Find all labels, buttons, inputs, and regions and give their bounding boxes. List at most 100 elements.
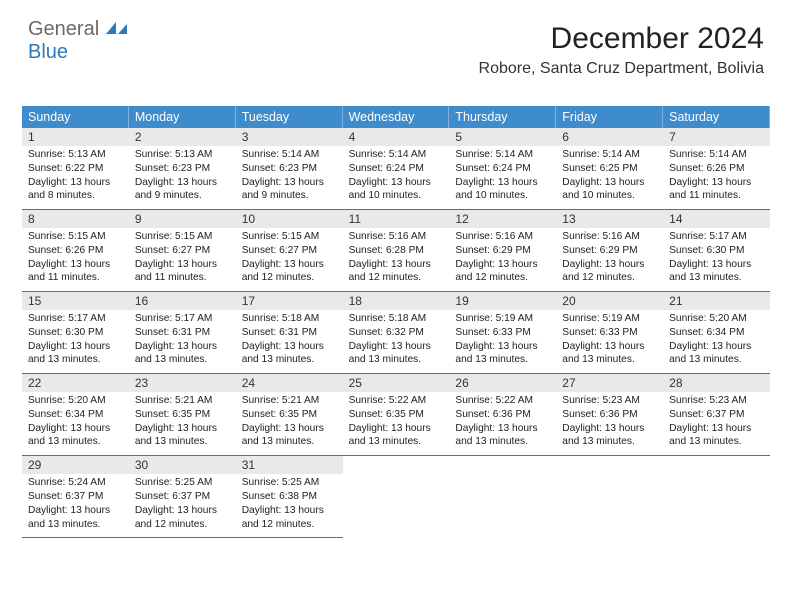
day-info: Sunrise: 5:19 AMSunset: 6:33 PMDaylight:… (449, 312, 556, 367)
day-label: Tuesday (236, 106, 343, 128)
day-info: Sunrise: 5:14 AMSunset: 6:23 PMDaylight:… (236, 148, 343, 203)
calendar-cell: 22Sunrise: 5:20 AMSunset: 6:34 PMDayligh… (22, 374, 129, 456)
calendar-cell: 17Sunrise: 5:18 AMSunset: 6:31 PMDayligh… (236, 292, 343, 374)
logo-text: General Blue (28, 18, 128, 64)
calendar-cell: 29 Sunrise: 5:24 AMSunset: 6:37 PMDayligh… (22, 456, 129, 538)
day-info: Sunrise: 5:16 AMSunset: 6:28 PMDaylight:… (343, 230, 450, 285)
day-number: 27 (556, 374, 663, 392)
day-number: 24 (236, 374, 343, 392)
day-number: 15 (22, 292, 129, 310)
day-number: 21 (663, 292, 770, 310)
calendar-cell: 24Sunrise: 5:21 AMSunset: 6:35 PMDayligh… (236, 374, 343, 456)
calendar-cell: 21Sunrise: 5:20 AMSunset: 6:34 PMDayligh… (663, 292, 770, 374)
day-label: Wednesday (343, 106, 450, 128)
day-info: Sunrise: 5:25 AMSunset: 6:38 PMDaylight:… (236, 476, 343, 531)
day-number: 13 (556, 210, 663, 228)
day-info: Sunrise: 5:14 AMSunset: 6:26 PMDaylight:… (663, 148, 770, 203)
logo: General Blue (28, 18, 128, 64)
calendar-cell: 16 Sunrise: 5:17 AMSunset: 6:31 PMDayligh… (129, 292, 236, 374)
title-block: December 2024 Robore, Santa Cruz Departm… (479, 22, 764, 78)
day-number: 28 (663, 374, 770, 392)
calendar-cell: 14 Sunrise: 5:17 AMSunset: 6:30 PMDayligh… (663, 210, 770, 292)
calendar-cell: 27 Sunrise: 5:23 AMSunset: 6:36 PMDayligh… (556, 374, 663, 456)
day-info: Sunrise: 5:15 AMSunset: 6:27 PMDaylight:… (236, 230, 343, 285)
calendar-cell (556, 456, 663, 538)
day-info: Sunrise: 5:18 AMSunset: 6:32 PMDaylight:… (343, 312, 450, 367)
day-info: Sunrise: 5:25 AMSunset: 6:37 PMDaylight:… (129, 476, 236, 531)
calendar-cell: 28 Sunrise: 5:23 AMSunset: 6:37 PMDayligh… (663, 374, 770, 456)
calendar-cell: 12 Sunrise: 5:16 AMSunset: 6:29 PMDayligh… (449, 210, 556, 292)
day-info: Sunrise: 5:16 AMSunset: 6:29 PMDaylight:… (556, 230, 663, 285)
day-label: Friday (556, 106, 663, 128)
day-number: 5 (449, 128, 556, 146)
calendar-cell (449, 456, 556, 538)
day-number: 7 (663, 128, 770, 146)
day-number: 1 (22, 128, 129, 146)
calendar-cell (663, 456, 770, 538)
day-info: Sunrise: 5:21 AMSunset: 6:35 PMDaylight:… (129, 394, 236, 449)
calendar-cell: 18 Sunrise: 5:18 AMSunset: 6:32 PMDayligh… (343, 292, 450, 374)
calendar-cell: 7 Sunrise: 5:14 AMSunset: 6:26 PMDaylight… (663, 128, 770, 210)
day-number: 22 (22, 374, 129, 392)
day-info: Sunrise: 5:16 AMSunset: 6:29 PMDaylight:… (449, 230, 556, 285)
day-info: Sunrise: 5:19 AMSunset: 6:33 PMDaylight:… (556, 312, 663, 367)
day-number: 4 (343, 128, 450, 146)
calendar-cell: 2 Sunrise: 5:13 AMSunset: 6:23 PMDaylight… (129, 128, 236, 210)
day-number: 23 (129, 374, 236, 392)
day-number: 12 (449, 210, 556, 228)
calendar-cell: 5 Sunrise: 5:14 AMSunset: 6:24 PMDaylight… (449, 128, 556, 210)
logo-sail-icon (106, 21, 128, 35)
calendar-cell: 4 Sunrise: 5:14 AMSunset: 6:24 PMDaylight… (343, 128, 450, 210)
day-number: 26 (449, 374, 556, 392)
calendar-cell: 6 Sunrise: 5:14 AMSunset: 6:25 PMDaylight… (556, 128, 663, 210)
day-number: 8 (22, 210, 129, 228)
day-number: 30 (129, 456, 236, 474)
day-label: Monday (129, 106, 236, 128)
day-number: 14 (663, 210, 770, 228)
calendar-cell: 30 Sunrise: 5:25 AMSunset: 6:37 PMDayligh… (129, 456, 236, 538)
calendar-cell: 26 Sunrise: 5:22 AMSunset: 6:36 PMDayligh… (449, 374, 556, 456)
day-info: Sunrise: 5:17 AMSunset: 6:31 PMDaylight:… (129, 312, 236, 367)
day-info: Sunrise: 5:14 AMSunset: 6:24 PMDaylight:… (343, 148, 450, 203)
page-title: December 2024 (479, 22, 764, 56)
day-info: Sunrise: 5:15 AMSunset: 6:27 PMDaylight:… (129, 230, 236, 285)
calendar-cell: 20Sunrise: 5:19 AMSunset: 6:33 PMDayligh… (556, 292, 663, 374)
calendar-cell: 13 Sunrise: 5:16 AMSunset: 6:29 PMDayligh… (556, 210, 663, 292)
day-info: Sunrise: 5:14 AMSunset: 6:24 PMDaylight:… (449, 148, 556, 203)
day-info: Sunrise: 5:24 AMSunset: 6:37 PMDaylight:… (22, 476, 129, 531)
day-number: 19 (449, 292, 556, 310)
calendar-cell (343, 456, 450, 538)
calendar-cell: 9 Sunrise: 5:15 AMSunset: 6:27 PMDaylight… (129, 210, 236, 292)
day-number: 6 (556, 128, 663, 146)
calendar-cell: 8Sunrise: 5:15 AMSunset: 6:26 PMDaylight… (22, 210, 129, 292)
calendar-cell: 25 Sunrise: 5:22 AMSunset: 6:35 PMDayligh… (343, 374, 450, 456)
day-info: Sunrise: 5:23 AMSunset: 6:37 PMDaylight:… (663, 394, 770, 449)
day-info: Sunrise: 5:17 AMSunset: 6:30 PMDaylight:… (663, 230, 770, 285)
day-number: 11 (343, 210, 450, 228)
day-number: 16 (129, 292, 236, 310)
calendar-cell: 10 Sunrise: 5:15 AMSunset: 6:27 PMDayligh… (236, 210, 343, 292)
day-number: 10 (236, 210, 343, 228)
day-info: Sunrise: 5:23 AMSunset: 6:36 PMDaylight:… (556, 394, 663, 449)
day-number: 29 (22, 456, 129, 474)
calendar-cell: 19 Sunrise: 5:19 AMSunset: 6:33 PMDayligh… (449, 292, 556, 374)
calendar-cell: 31Sunrise: 5:25 AMSunset: 6:38 PMDayligh… (236, 456, 343, 538)
day-info: Sunrise: 5:14 AMSunset: 6:25 PMDaylight:… (556, 148, 663, 203)
calendar-cell: 1Sunrise: 5:13 AMSunset: 6:22 PMDaylight… (22, 128, 129, 210)
calendar-cell: 11 Sunrise: 5:16 AMSunset: 6:28 PMDayligh… (343, 210, 450, 292)
day-info: Sunrise: 5:13 AMSunset: 6:23 PMDaylight:… (129, 148, 236, 203)
day-info: Sunrise: 5:22 AMSunset: 6:36 PMDaylight:… (449, 394, 556, 449)
calendar-cell: 15Sunrise: 5:17 AMSunset: 6:30 PMDayligh… (22, 292, 129, 374)
logo-word-2: Blue (28, 41, 68, 63)
day-info: Sunrise: 5:22 AMSunset: 6:35 PMDaylight:… (343, 394, 450, 449)
day-number: 9 (129, 210, 236, 228)
day-number: 2 (129, 128, 236, 146)
day-number: 25 (343, 374, 450, 392)
day-number: 17 (236, 292, 343, 310)
day-number: 3 (236, 128, 343, 146)
day-number: 18 (343, 292, 450, 310)
calendar-cell: 3 Sunrise: 5:14 AMSunset: 6:23 PMDaylight… (236, 128, 343, 210)
day-label: Saturday (663, 106, 770, 128)
logo-word-1: General (28, 18, 99, 40)
day-label: Thursday (449, 106, 556, 128)
